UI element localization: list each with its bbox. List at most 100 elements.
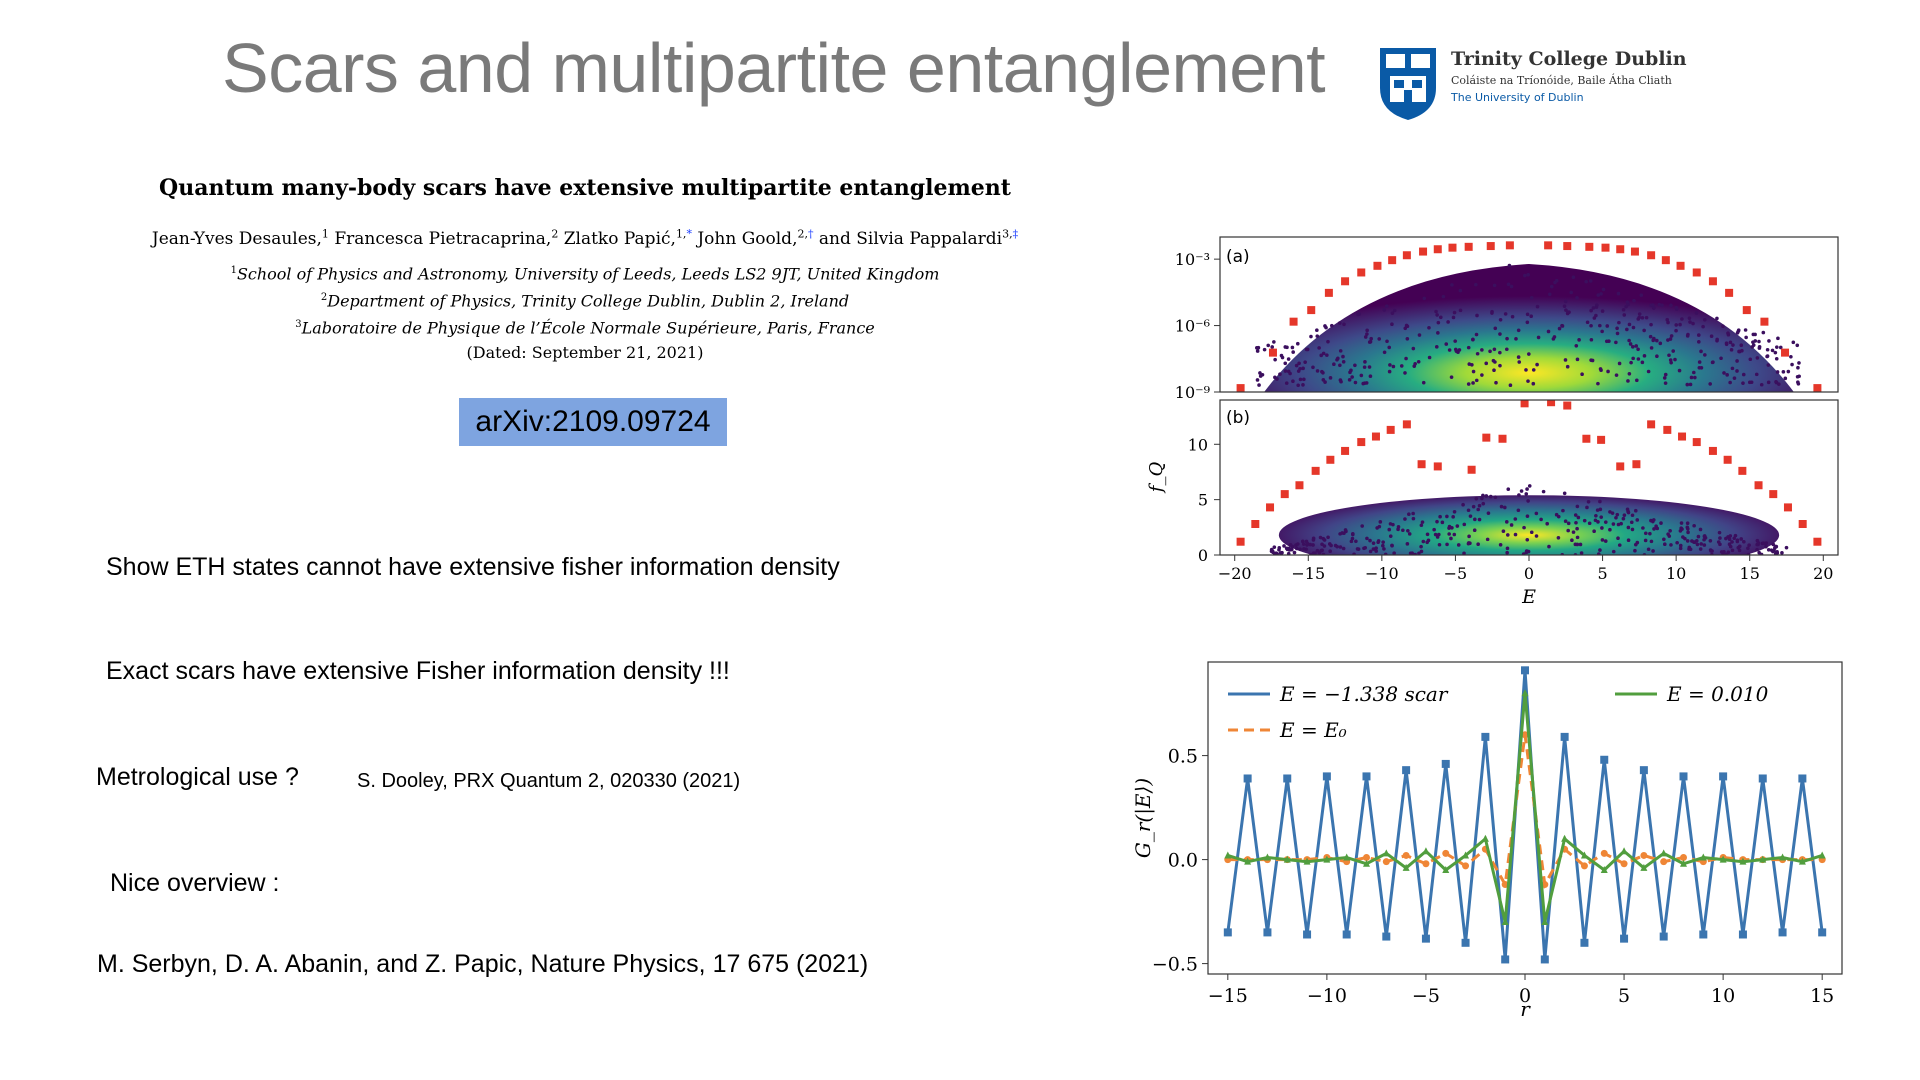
scar-point xyxy=(1417,460,1426,469)
scar-point xyxy=(1813,384,1822,392)
eth-point xyxy=(1615,512,1620,517)
eth-point xyxy=(1685,382,1690,387)
eth-point xyxy=(1367,340,1372,344)
eth-point xyxy=(1426,538,1431,543)
eth-statement: Show ETH states cannot have extensive fi… xyxy=(106,553,840,581)
eth-point xyxy=(1535,304,1540,309)
correlation-ylabel: G_r(|E⟩) xyxy=(1131,778,1156,858)
eth-point xyxy=(1718,536,1722,540)
eth-point xyxy=(1709,334,1714,338)
eth-point xyxy=(1388,534,1393,538)
eth-point xyxy=(1743,328,1748,332)
eth-point xyxy=(1321,351,1326,356)
series-point xyxy=(1719,772,1728,781)
series-point xyxy=(1382,858,1390,866)
eth-point xyxy=(1350,375,1354,379)
scar-point xyxy=(1678,432,1687,441)
series-point xyxy=(1680,854,1687,862)
eth-point xyxy=(1570,538,1574,543)
eth-point xyxy=(1771,549,1775,554)
eth-point xyxy=(1513,517,1518,521)
tcd-crest-icon xyxy=(1380,48,1436,120)
eth-point xyxy=(1796,365,1800,370)
eth-point xyxy=(1308,542,1313,547)
eth-point xyxy=(1546,329,1551,334)
eth-point xyxy=(1652,527,1656,531)
eth-point xyxy=(1410,551,1414,555)
eth-point xyxy=(1321,378,1326,382)
eth-point xyxy=(1390,311,1395,315)
eth-point xyxy=(1636,347,1640,352)
eth-point xyxy=(1466,508,1471,513)
eth-point xyxy=(1732,376,1737,380)
eth-point xyxy=(1302,547,1306,551)
tick-label: 10⁻³ xyxy=(1175,250,1210,269)
series-point xyxy=(1481,834,1489,842)
tick-label: −10 xyxy=(1307,985,1347,1007)
panel-b-ylabel: f_Q xyxy=(1146,462,1167,495)
eth-point xyxy=(1766,547,1771,552)
eth-point xyxy=(1288,543,1293,547)
eth-point xyxy=(1484,494,1489,498)
eth-point xyxy=(1411,346,1416,351)
eth-point xyxy=(1699,349,1703,354)
eth-point xyxy=(1641,526,1645,530)
series-point xyxy=(1758,774,1767,783)
eth-point xyxy=(1545,521,1550,526)
eth-point xyxy=(1614,340,1618,345)
eth-point xyxy=(1795,343,1800,348)
eth-point xyxy=(1498,332,1502,336)
scar-point xyxy=(1783,503,1792,512)
eth-point xyxy=(1673,357,1677,362)
eth-point xyxy=(1368,549,1373,554)
eth-point xyxy=(1740,348,1744,353)
eth-point xyxy=(1627,322,1632,327)
eth-point xyxy=(1304,347,1309,352)
eth-point xyxy=(1524,368,1528,372)
series-point xyxy=(1639,766,1648,775)
eth-point xyxy=(1488,494,1493,499)
eth-point xyxy=(1492,368,1496,372)
eth-point xyxy=(1474,378,1479,383)
eth-point xyxy=(1703,353,1707,357)
eth-point xyxy=(1576,515,1581,520)
series-point xyxy=(1223,928,1232,937)
eth-point xyxy=(1619,521,1623,526)
eth-point xyxy=(1524,549,1529,553)
eth-point xyxy=(1764,544,1768,549)
scar-point xyxy=(1798,520,1807,528)
eth-point xyxy=(1476,507,1481,512)
eth-point xyxy=(1419,523,1424,528)
eth-point xyxy=(1688,382,1693,387)
eth-point xyxy=(1728,380,1732,385)
eth-point xyxy=(1631,345,1635,349)
scar-point xyxy=(1280,490,1289,499)
scar-point xyxy=(1419,247,1428,256)
eth-point xyxy=(1702,543,1707,547)
author: Zlatko Papić,1,* xyxy=(563,227,692,249)
eth-point xyxy=(1702,537,1706,542)
eth-point xyxy=(1391,364,1396,369)
eth-point xyxy=(1516,355,1521,359)
tick-label: 15 xyxy=(1740,564,1760,583)
eth-point xyxy=(1257,383,1261,387)
scar-point xyxy=(1544,241,1553,250)
eth-point xyxy=(1491,358,1496,363)
eth-point xyxy=(1514,337,1518,341)
eth-point xyxy=(1600,526,1604,530)
eth-point xyxy=(1348,370,1352,375)
eth-point xyxy=(1648,531,1652,536)
eth-point xyxy=(1697,365,1702,370)
tick-label: 0.5 xyxy=(1168,746,1198,768)
eth-point xyxy=(1611,549,1616,554)
eth-point xyxy=(1655,354,1659,359)
eth-point xyxy=(1622,513,1627,517)
eth-point xyxy=(1593,518,1598,523)
eth-point xyxy=(1466,382,1471,386)
series-point xyxy=(1421,934,1430,943)
eth-point xyxy=(1449,375,1454,379)
eth-point xyxy=(1775,345,1779,349)
eth-point xyxy=(1640,315,1645,320)
eth-point xyxy=(1575,504,1580,509)
eth-point xyxy=(1680,317,1684,321)
